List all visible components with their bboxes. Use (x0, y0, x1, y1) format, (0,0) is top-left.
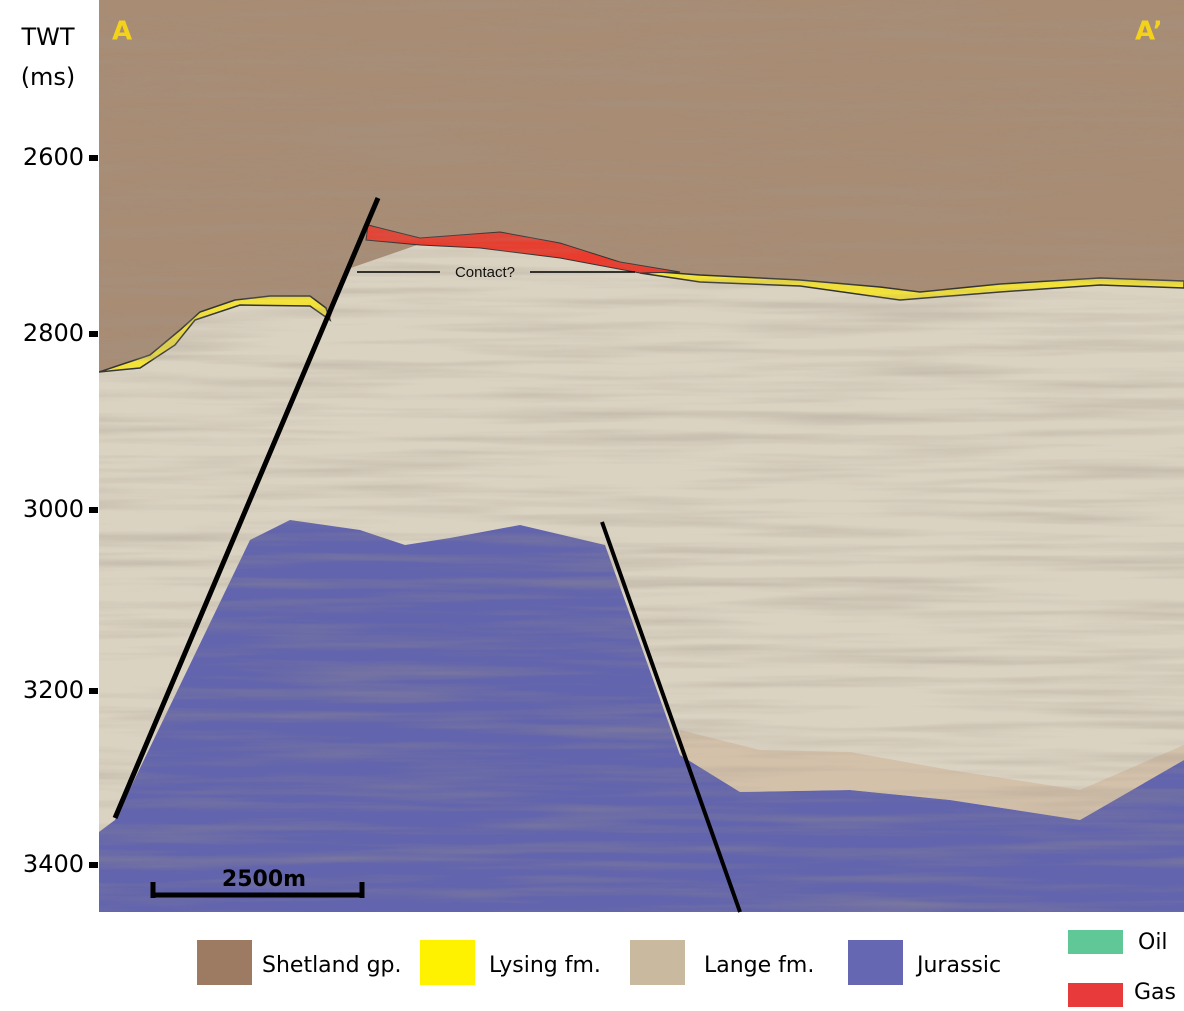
seismic-section (99, 0, 1184, 912)
y-tick (89, 688, 98, 694)
axis-title: TWT (20, 23, 74, 51)
figure: Contact? A A’ 2500m TWT (ms) 2600 2800 300… (0, 0, 1184, 1007)
y-tick (89, 507, 98, 513)
legend-label: Lysing fm. (489, 953, 601, 978)
legend-swatch (848, 940, 903, 985)
legend-swatch (420, 940, 475, 985)
scale-label: 2500m (222, 867, 306, 892)
legend-label: Gas (1134, 980, 1176, 1005)
y-tick-label: 3400 (23, 850, 84, 878)
contact-label: Contact? (455, 264, 515, 281)
legend-swatch (630, 940, 685, 985)
seismic-texture (99, 0, 1184, 912)
section-end-label: A’ (1135, 17, 1163, 47)
y-tick (89, 155, 98, 161)
y-tick (89, 331, 98, 337)
y-tick-label: 2600 (23, 143, 84, 171)
page: Contact? A A’ 2500m TWT (ms) 2600 2800 300… (0, 0, 1184, 1007)
y-tick-label: 3000 (23, 495, 84, 523)
legend-label: Shetland gp. (262, 953, 402, 978)
y-tick-label: 2800 (23, 319, 84, 347)
axis-title: (ms) (21, 63, 76, 91)
y-axis: 2600 2800 3000 3200 3400 (23, 143, 98, 878)
legend-swatch (1068, 930, 1123, 954)
legend-swatch (197, 940, 252, 985)
legend-label: Lange fm. (704, 953, 814, 978)
y-tick-label: 3200 (23, 676, 84, 704)
legend-label: Jurassic (915, 953, 1001, 978)
legend-label: Oil (1138, 930, 1168, 955)
legend-swatch (1068, 983, 1123, 1007)
y-tick (89, 862, 98, 868)
legend: Shetland gp. Lysing fm. Lange fm. Jurassic O… (197, 930, 1176, 1007)
section-start-label: A (112, 17, 132, 47)
